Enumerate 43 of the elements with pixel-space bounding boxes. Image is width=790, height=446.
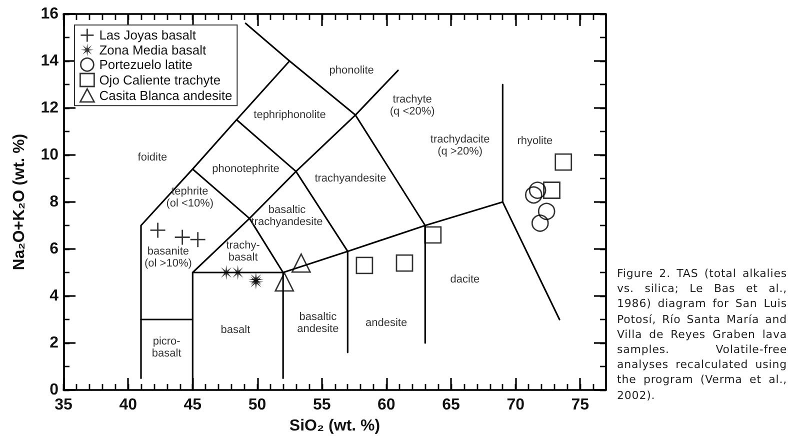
legend-label: Casita Blanca andesite: [99, 88, 232, 103]
annotation: phonolite: [329, 64, 374, 76]
x-tick-label: 35: [54, 396, 72, 414]
annotation: dacite: [450, 273, 480, 286]
annotation: phonotephrite: [212, 163, 280, 176]
y-tick-label: 0: [50, 382, 59, 398]
x-tick-label: 45: [184, 396, 202, 414]
legend-label: Ojo Caliente trachyte: [99, 72, 221, 88]
text: Figure 2. TAS (total alkalies vs. silica; Le Bas et al., 1986) diagram for San Luis Potosí, Río Santa María and Villa de Reyes Graben lava samples. Volatile-free analyses recalculated using the program (Verma et al., 2002).: [617, 267, 787, 402]
y-tick-label: 16: [40, 6, 59, 22]
y-tick-label: 10: [40, 146, 59, 164]
annotation: basaltic trachyandesite: [251, 204, 323, 228]
x-tick-label: 75: [571, 396, 590, 414]
annotation: foidite: [138, 151, 168, 164]
annotation: tephrite (ol <10%): [166, 185, 214, 210]
annotation: andesite: [365, 317, 408, 330]
y-axis-title: Na₂O+K₂O (wt. %): [11, 134, 28, 270]
y-tick-label: 14: [40, 52, 59, 70]
x-tick-label: 70: [506, 396, 525, 414]
annotation: trachydacite (q >20%): [430, 134, 490, 158]
annotation: picro- basalt: [152, 336, 182, 360]
y-tick-label: 8: [50, 194, 59, 210]
x-tick-label: 55: [312, 396, 331, 414]
annotation: basalt: [220, 324, 250, 336]
annotation: rhyolite: [517, 134, 553, 147]
legend-label: Las Joyas basalt: [99, 28, 196, 43]
x-tick-label: 60: [378, 396, 396, 414]
y-tick-label: 6: [50, 240, 59, 258]
x-tick-label: 65: [442, 396, 460, 414]
y-tick-label: 2: [50, 334, 59, 352]
x-tick-label: 40: [119, 396, 138, 414]
annotation: trachy- basalt: [226, 239, 260, 264]
y-tick-label: 12: [40, 100, 59, 116]
annotation: tephriphonolite: [254, 109, 326, 122]
legend-label: Zona Media basalt: [99, 42, 207, 58]
annotation: basanite (ol >10%): [144, 245, 192, 270]
x-tick-label: 50: [248, 396, 266, 414]
annotation: basaltic andesite: [297, 311, 339, 336]
legend-label: Portezuelo latite: [99, 57, 192, 72]
annotation: trachyte (q <20%): [390, 94, 435, 118]
annotation: trachyandesite: [314, 172, 386, 184]
x-axis-title: SiO₂ (wt. %): [289, 418, 380, 434]
y-tick-label: 4: [50, 288, 59, 304]
